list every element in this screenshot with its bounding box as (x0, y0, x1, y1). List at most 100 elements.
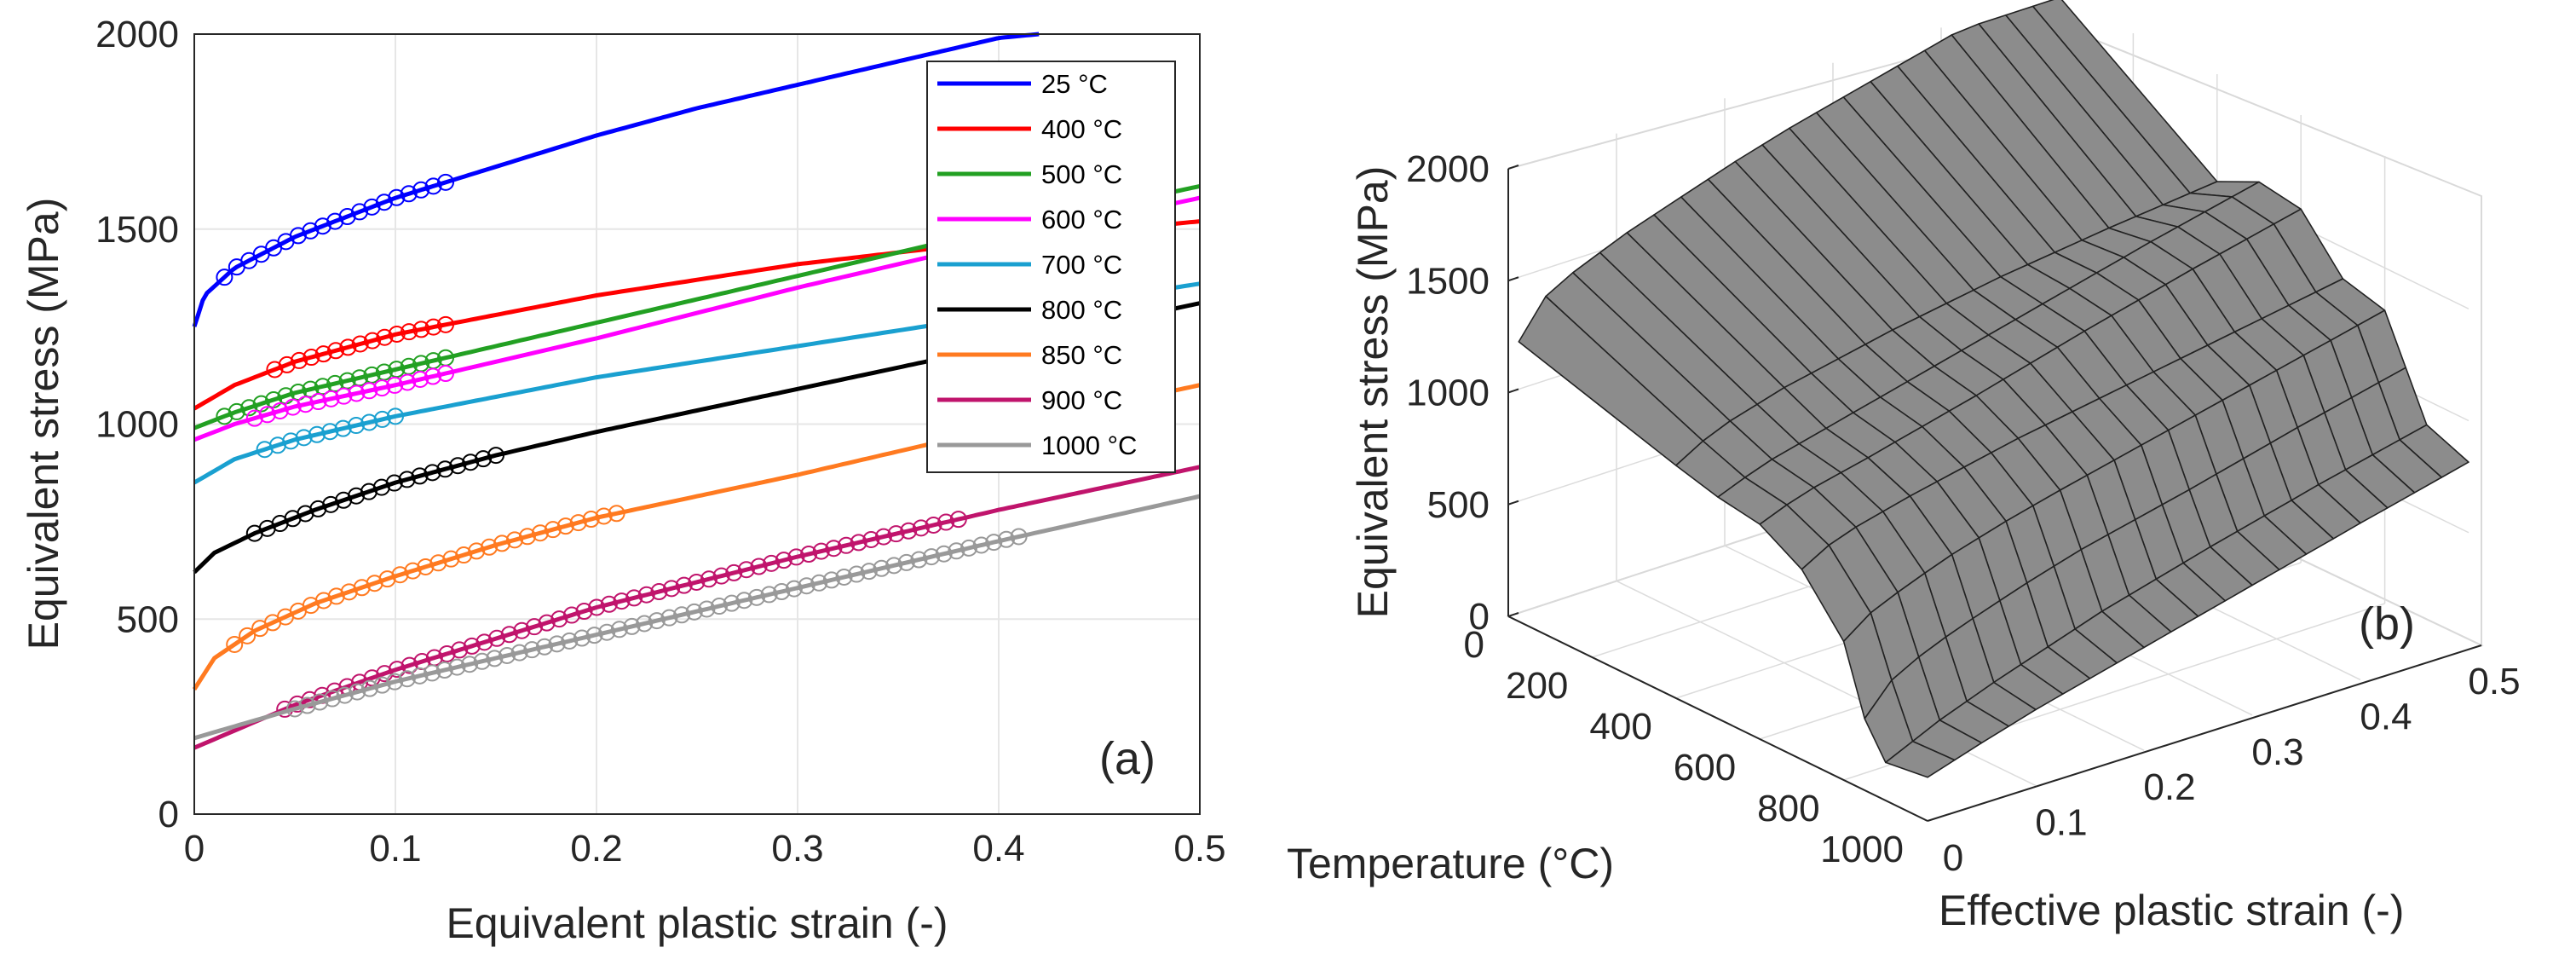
x-tick-label-a: 0.5 (1173, 828, 1225, 870)
experimental-point (575, 602, 593, 620)
experimental-point (252, 395, 270, 413)
experimental-point (442, 550, 460, 568)
experimental-point (463, 637, 481, 655)
x-axis-label-a: Equivalent plastic strain (-) (446, 899, 948, 947)
temperature-tick-label: 1000 (1820, 829, 1904, 870)
experimental-point (226, 635, 244, 653)
experimental-point (375, 194, 393, 211)
experimental-point (239, 627, 256, 644)
experimental-point (278, 355, 296, 373)
temperature-tick-label: 0 (1464, 624, 1484, 666)
experimental-point (391, 566, 409, 584)
temperature-tick-label: 200 (1506, 665, 1568, 707)
experimental-point (327, 587, 345, 605)
experimental-point (314, 217, 331, 235)
experimental-point (475, 633, 493, 651)
y-tick-label-a: 1500 (95, 209, 179, 251)
x-tick-label-a: 0 (184, 828, 205, 870)
y-axis-label-a: Equivalent stress (MPa) (20, 198, 67, 650)
experimental-point (302, 222, 320, 240)
legend-entry-label: 600 °C (1041, 205, 1122, 234)
temperature-tick-label: 400 (1589, 706, 1651, 748)
experimental-point (538, 614, 556, 632)
y-tick-label-a: 2000 (95, 14, 179, 55)
experimental-point (245, 409, 263, 427)
experimental-point (404, 562, 422, 580)
experimental-point (526, 618, 544, 636)
experimental-point (335, 491, 353, 509)
legend-entry-label: 800 °C (1041, 295, 1122, 325)
experimental-point (438, 644, 456, 662)
experimental-point (455, 546, 473, 564)
ticks-a: 0 0.1 0.2 0.3 0.4 0.5 0 500 1000 1500 2000 (95, 14, 1225, 870)
z-axis-label-b: Equivalent stress (MPa) (1349, 166, 1397, 619)
plot-frame-a (193, 33, 1201, 815)
legend-entry-label: 850 °C (1041, 340, 1122, 370)
experimental-point (360, 482, 377, 500)
experimental-point (388, 188, 406, 206)
x-tick-label-a: 0.4 (972, 828, 1024, 870)
panel-a-chart: 0 0.1 0.2 0.3 0.4 0.5 0 500 1000 1500 2000 Equival… (20, 14, 1226, 947)
z-tick-label: 1500 (1406, 260, 1490, 302)
z-tick-label: 1000 (1406, 373, 1490, 414)
y-tick-label-a: 0 (158, 794, 179, 835)
experimental-point (348, 487, 366, 505)
experimental-point (412, 181, 430, 199)
z-tick-label: 2000 (1406, 148, 1490, 190)
experimental-point (488, 629, 506, 647)
experimental-point (240, 399, 258, 417)
legend-entry-label: 500 °C (1041, 159, 1122, 189)
z-tick-label: 0 (1469, 596, 1490, 638)
strain-tick-label: 0.1 (2035, 802, 2087, 844)
experimental-point (266, 361, 284, 378)
experimental-point (562, 606, 580, 624)
experimental-point (353, 579, 371, 597)
experimental-point (271, 402, 289, 419)
y-tick-label-a: 1000 (95, 404, 179, 446)
experimental-point (340, 583, 358, 601)
experimental-point (338, 208, 356, 226)
strain-tick-label: 0.3 (2251, 731, 2303, 773)
z-tick-mark (1507, 612, 1519, 617)
experimental-point (429, 554, 447, 572)
temperature-tick-label: 800 (1757, 788, 1819, 829)
experimental-point (388, 661, 406, 679)
x-tick-label-a: 0.2 (570, 828, 622, 870)
surface-face (1885, 740, 1956, 778)
fit-curve (193, 465, 1201, 750)
x-tick-label-a: 0.3 (771, 828, 823, 870)
experimental-point (309, 500, 327, 517)
x-tick-label-a: 0.1 (369, 828, 421, 870)
legend-entry-label: 25 °C (1041, 69, 1108, 99)
experimental-point (468, 542, 486, 560)
z-tick-mark (1507, 500, 1519, 506)
strain-tick-label: 0.4 (2360, 696, 2412, 737)
z-tick-mark (1507, 165, 1519, 170)
experimental-point (228, 402, 245, 420)
experimental-point (481, 538, 498, 556)
fit-curve (193, 494, 1201, 741)
legend-entry-label: 700 °C (1041, 250, 1122, 280)
experimental-point (314, 592, 332, 610)
legend-entry-label: 1000 °C (1041, 430, 1137, 460)
x-axis-label-b: Temperature (°C) (1287, 840, 1614, 887)
legend-entry-label: 900 °C (1041, 385, 1122, 415)
strain-tick-label: 0.2 (2143, 766, 2195, 808)
z-tick-mark (1507, 276, 1519, 282)
z-tick-mark (1507, 388, 1519, 394)
z-tick-label: 500 (1427, 484, 1490, 526)
experimental-point (289, 227, 307, 245)
panel-label-b: (b) (2359, 598, 2415, 650)
panel-label-a: (a) (1099, 733, 1155, 784)
experimental-point (372, 478, 390, 496)
experimental-point (400, 185, 418, 203)
temperature-tick-label: 600 (1674, 747, 1736, 789)
temperature-axis-line (1507, 615, 1928, 822)
legend-entry-label: 400 °C (1041, 114, 1122, 144)
experimental-point (437, 173, 454, 191)
strain-tick-label: 0 (1943, 837, 1963, 879)
strain-tick-label: 0.5 (2468, 661, 2520, 702)
